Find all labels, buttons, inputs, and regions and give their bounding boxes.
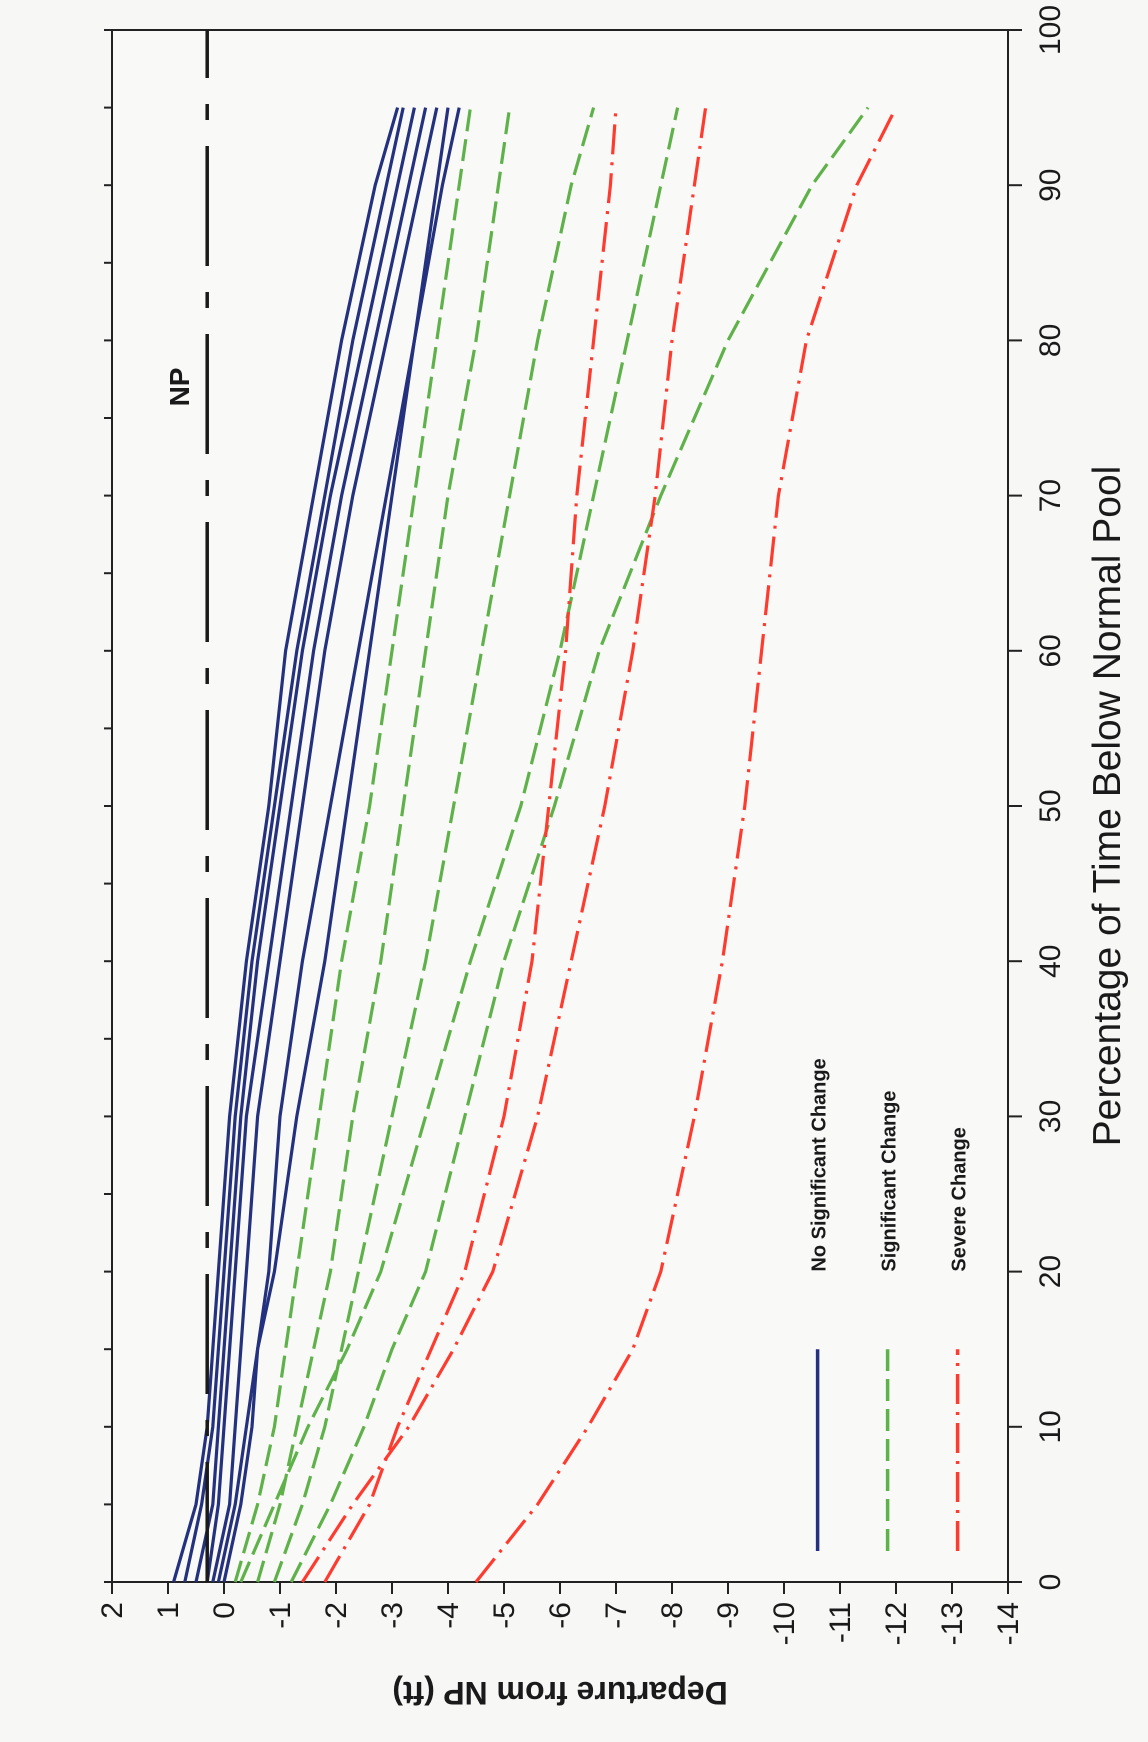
y-tick-label: -9: [712, 1602, 745, 1629]
x-tick-label: 50: [1034, 789, 1067, 822]
y-tick-label: -1: [264, 1602, 297, 1629]
series-layer: [172, 106, 898, 1583]
y-tick-label: -10: [768, 1602, 801, 1645]
legend-label-none: No Significant Change: [809, 1058, 831, 1271]
y-axis-label: Departure from NP (ft): [392, 1675, 727, 1711]
x-tick-label: 20: [1034, 1255, 1067, 1288]
legend: No Significant Change Significant Change S…: [809, 1058, 971, 1551]
y-tick-label: -14: [992, 1602, 1025, 1645]
x-tick-label: 60: [1034, 634, 1067, 667]
y-tick-label: -11: [824, 1602, 857, 1643]
plot-frame: [111, 29, 1009, 1583]
y-tick-label: -13: [936, 1602, 969, 1645]
x-tick-label: 0: [1034, 1574, 1067, 1591]
legend-label-severe: Severe Change: [949, 1127, 971, 1272]
y-tick-label: -8: [656, 1602, 689, 1629]
legend-label-significant: Significant Change: [879, 1090, 901, 1271]
x-tick-label: 30: [1034, 1100, 1067, 1133]
series-line-severe-12: [301, 107, 708, 1583]
series-line-significant-11: [289, 106, 870, 1583]
series-line-none-2: [194, 107, 416, 1583]
x-tick-label: 100: [1034, 5, 1067, 55]
y-tick-label: -3: [376, 1602, 409, 1629]
series-line-none-6: [216, 107, 450, 1583]
y-tick-label: 0: [208, 1602, 241, 1619]
x-tick-label: 90: [1034, 169, 1067, 202]
series-line-significant-8: [256, 107, 512, 1583]
y-tick-label: -4: [432, 1602, 465, 1629]
y-tick-label: 2: [96, 1602, 129, 1619]
series-line-none-4: [211, 107, 439, 1583]
y-tick-label: -6: [544, 1602, 577, 1629]
x-tick-label: 40: [1034, 945, 1067, 978]
y-tick-label: -5: [488, 1602, 521, 1629]
x-tick-label: 70: [1034, 479, 1067, 512]
x-axis-label: Percentage of Time Below Normal Pool: [1086, 466, 1129, 1147]
np-layer: NP: [164, 30, 209, 1582]
y-tick-label: -7: [600, 1602, 633, 1629]
series-line-severe-13: [323, 107, 618, 1583]
x-tick-label: 80: [1034, 324, 1067, 357]
series-line-none-1: [183, 107, 405, 1583]
x-tick-label: 10: [1034, 1410, 1067, 1443]
series-line-significant-7: [233, 107, 472, 1583]
y-tick-label: -12: [880, 1602, 913, 1645]
series-line-none-3: [205, 107, 428, 1583]
np-label: NP: [164, 368, 195, 407]
series-line-significant-9: [272, 107, 596, 1583]
y-tick-label: 1: [152, 1602, 185, 1619]
y-tick-label: -2: [320, 1602, 353, 1629]
series-line-significant-10: [239, 107, 680, 1583]
